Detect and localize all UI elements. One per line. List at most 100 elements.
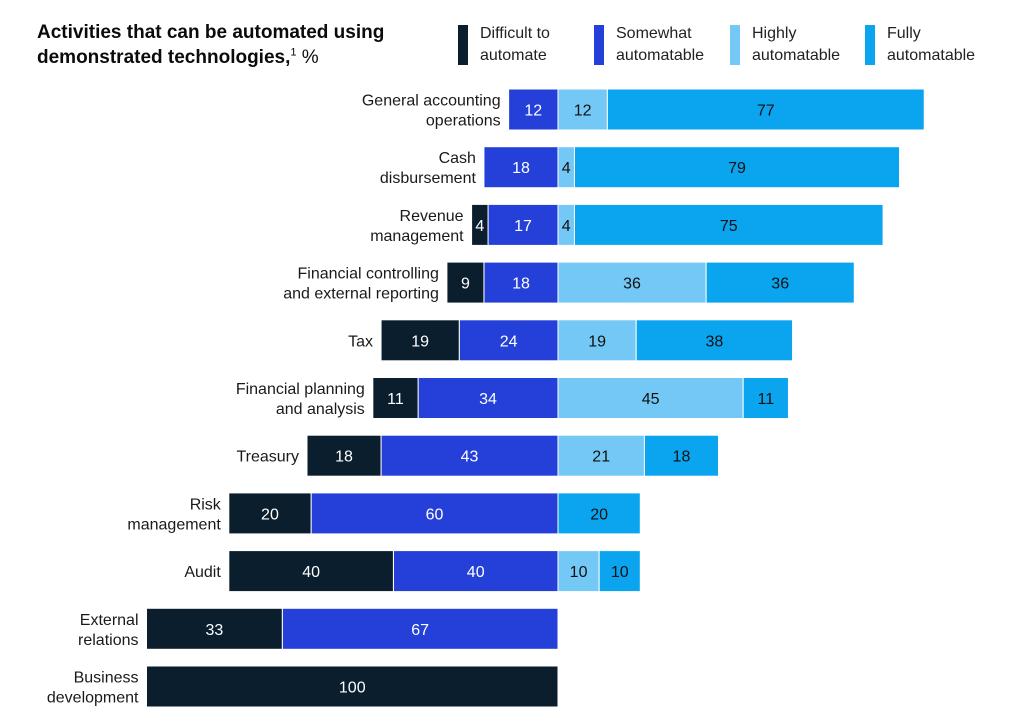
- bar-segment-financial-controlling-and-external-reporting-highly-automatable: [557, 261, 707, 304]
- legend-label-difficult: Difficult to automate: [480, 25, 550, 64]
- bar-row-cash-disbursement: 18 4 79 Cash disbursement: [380, 146, 901, 189]
- data-label-risk-management-somewhat-automatable: 60: [426, 506, 444, 523]
- bar-segment-tax-somewhat-automatable: [458, 319, 559, 362]
- bar-segment-financial-planning-and-analysis-highly-automatable: [557, 377, 744, 419]
- bar-segment-audit-somewhat-automatable: [392, 550, 559, 593]
- category-label-financial-controlling-and-external-reporting: Financial controlling and external report…: [283, 266, 439, 303]
- data-label-cash-disbursement-somewhat-automatable: 18: [512, 160, 530, 177]
- legend-swatch-highly: [730, 25, 740, 65]
- data-label-financial-planning-and-analysis-fully-automatable: 11: [758, 391, 775, 408]
- bar-segment-revenue-management-somewhat-automatable: [487, 203, 559, 246]
- category-label-treasury: Treasury: [236, 449, 299, 466]
- data-label-treasury-fully-automatable: 18: [673, 449, 691, 466]
- bar-segment-general-accounting-operations-fully-automatable: [606, 88, 925, 131]
- bar-segment-financial-planning-and-analysis-fully-automatable: [742, 377, 789, 419]
- bar-row-business-development: 100 Business development: [47, 665, 559, 708]
- legend-swatch-fully: [865, 25, 875, 65]
- data-label-financial-planning-and-analysis-highly-automatable: 45: [642, 391, 660, 408]
- bar-segment-business-development-difficult-to-automate: [146, 665, 559, 708]
- bar-segment-audit-fully-automatable: [598, 550, 641, 593]
- data-label-treasury-somewhat-automatable: 43: [461, 449, 479, 466]
- bar-row-financial-controlling-and-external-reporting: 18 9 36 36 Financial controlling and external…: [283, 261, 855, 304]
- data-label-treasury-highly-automatable: 21: [592, 449, 610, 466]
- data-label-revenue-management-fully-automatable: 75: [720, 218, 738, 235]
- chart-title: Activities that can be automated using d…: [37, 20, 437, 70]
- data-label-tax-fully-automatable: 38: [705, 333, 723, 350]
- data-label-financial-controlling-and-external-reporting-somewhat-automatable: 18: [512, 276, 530, 293]
- legend-swatch-somewhat: [594, 25, 604, 65]
- category-label-cash-disbursement: Cash disbursement: [380, 150, 477, 187]
- data-label-tax-difficult-to-automate: 19: [411, 333, 429, 350]
- data-label-cash-disbursement-highly-automatable: 4: [562, 160, 571, 177]
- footnote-marker: 1: [290, 46, 297, 59]
- data-label-cash-disbursement-fully-automatable: 79: [728, 160, 746, 177]
- bar-segment-cash-disbursement-fully-automatable: [573, 146, 901, 189]
- bar-segment-external-relations-difficult-to-automate: [146, 607, 283, 650]
- data-label-treasury-difficult-to-automate: 18: [335, 449, 353, 466]
- legend-label-somewhat: Somewhat automatable: [616, 25, 705, 64]
- bar-segment-risk-management-fully-automatable: [557, 492, 641, 535]
- bar-row-audit: 40 40 10 10 Audit: [184, 550, 641, 593]
- bar-segment-treasury-fully-automatable: [643, 434, 719, 477]
- data-label-financial-controlling-and-external-reporting-difficult-to-automate: 9: [461, 276, 470, 293]
- bar-segment-general-accounting-operations-somewhat-automatable: [508, 88, 559, 131]
- category-label-tax: Tax: [348, 333, 373, 350]
- bar-segment-audit-highly-automatable: [557, 550, 600, 593]
- data-label-audit-difficult-to-automate: 40: [302, 564, 320, 581]
- unit-label: %: [296, 47, 319, 68]
- category-label-financial-planning-and-analysis: Financial planning and analysis: [236, 381, 365, 418]
- data-label-tax-highly-automatable: 19: [588, 333, 606, 350]
- bar-segment-tax-fully-automatable: [635, 319, 794, 362]
- category-label-audit: Audit: [184, 564, 221, 581]
- legend-swatch-difficult: [458, 25, 468, 65]
- data-label-financial-controlling-and-external-reporting-highly-automatable: 36: [623, 276, 641, 293]
- data-label-audit-somewhat-automatable: 40: [467, 564, 485, 581]
- category-label-business-development: Business development: [47, 670, 139, 707]
- data-label-revenue-management-somewhat-automatable: 17: [514, 218, 532, 235]
- data-label-audit-highly-automatable: 10: [570, 564, 588, 581]
- legend-label-fully: Fully automatable: [887, 25, 976, 64]
- category-label-external-relations: External relations: [78, 612, 138, 649]
- category-label-revenue-management: Revenue management: [370, 208, 464, 245]
- bar-segment-financial-planning-and-analysis-difficult-to-automate: [372, 377, 419, 419]
- bar-segment-financial-planning-and-analysis-somewhat-automatable: [417, 377, 559, 419]
- bar-segment-tax-highly-automatable: [557, 319, 637, 362]
- chart-title-line2: demonstrated technologies,: [37, 47, 291, 68]
- bar-row-revenue-management: 17 4 4 75 Revenue management: [370, 203, 884, 246]
- data-label-revenue-management-highly-automatable: 4: [562, 218, 571, 235]
- bar-row-general-accounting-operations: 12 12 77 General accounting operations: [362, 88, 925, 131]
- data-label-general-accounting-operations-somewhat-automatable: 12: [524, 103, 542, 120]
- bar-segment-general-accounting-operations-highly-automatable: [557, 88, 608, 131]
- data-label-general-accounting-operations-highly-automatable: 12: [574, 103, 592, 120]
- bar-segment-treasury-difficult-to-automate: [306, 434, 382, 477]
- data-label-general-accounting-operations-fully-automatable: 77: [757, 103, 775, 120]
- legend-label-highly: Highly automatable: [752, 25, 841, 64]
- data-label-external-relations-somewhat-automatable: 67: [411, 622, 429, 639]
- bar-row-risk-management: 60 20 20 Risk management: [127, 492, 641, 535]
- bar-segment-cash-disbursement-somewhat-automatable: [483, 146, 559, 189]
- bar-row-treasury: 43 18 21 18 Treasury: [236, 434, 719, 477]
- category-label-general-accounting-operations: General accounting operations: [362, 93, 501, 130]
- data-label-risk-management-fully-automatable: 20: [590, 506, 608, 523]
- bar-segment-financial-controlling-and-external-reporting-difficult-to-automate: [446, 261, 485, 304]
- category-label-risk-management: Risk management: [127, 496, 221, 533]
- bar-segment-treasury-somewhat-automatable: [380, 434, 559, 477]
- data-label-business-development-difficult-to-automate: 100: [339, 680, 366, 697]
- bar-segment-revenue-management-difficult-to-automate: [471, 203, 489, 246]
- bar-row-external-relations: 67 33 External relations: [78, 607, 559, 650]
- bar-segment-risk-management-difficult-to-automate: [228, 492, 312, 535]
- bar-segment-treasury-highly-automatable: [557, 434, 645, 477]
- bar-segment-external-relations-somewhat-automatable: [281, 607, 559, 650]
- data-label-financial-controlling-and-external-reporting-fully-automatable: 36: [771, 276, 789, 293]
- data-label-audit-fully-automatable: 10: [611, 564, 629, 581]
- bar-row-financial-planning-and-analysis: 34 11 45 11 Financial planning and analysis: [236, 377, 789, 419]
- bar-segment-financial-controlling-and-external-reporting-fully-automatable: [705, 261, 855, 304]
- bar-row-tax: 24 19 19 38 Tax: [348, 319, 794, 362]
- data-label-financial-planning-and-analysis-difficult-to-automate: 11: [387, 391, 404, 408]
- bar-segment-tax-difficult-to-automate: [380, 319, 460, 362]
- data-label-revenue-management-difficult-to-automate: 4: [475, 218, 484, 235]
- data-label-risk-management-difficult-to-automate: 20: [261, 506, 279, 523]
- data-label-financial-planning-and-analysis-somewhat-automatable: 34: [479, 391, 497, 408]
- bar-segment-audit-difficult-to-automate: [228, 550, 394, 593]
